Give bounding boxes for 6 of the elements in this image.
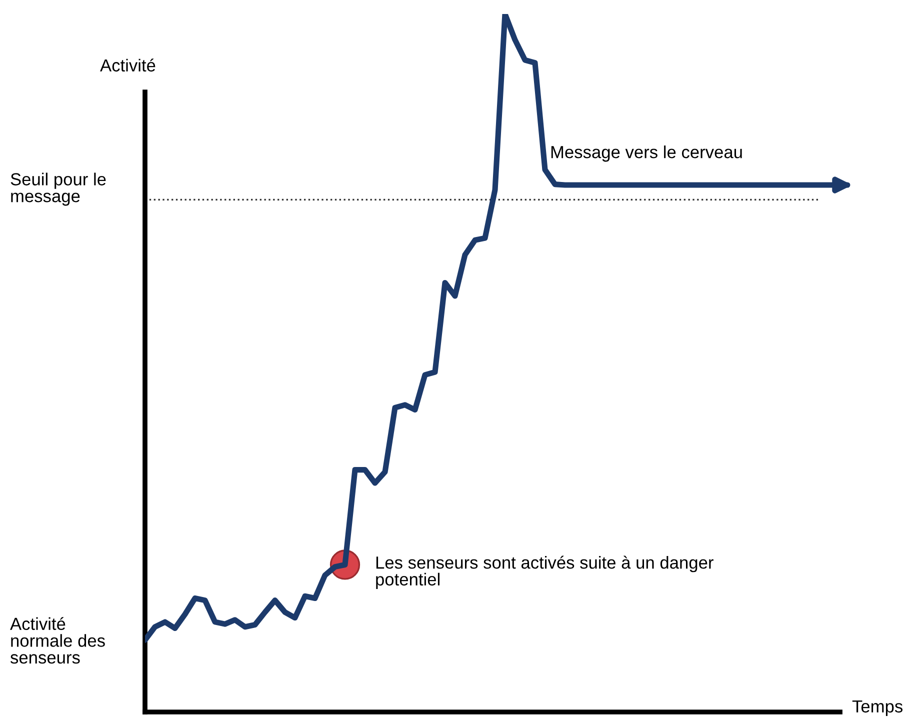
annotation: Les senseurs sont activés suite à un danger potentiel xyxy=(376,556,714,589)
y-axis-title: Activité xyxy=(100,58,156,72)
annotation: Message vers le cerveau xyxy=(551,146,742,162)
text: Activité normale des senseurs xyxy=(10,617,105,664)
x-axis-title: Temps xyxy=(852,700,902,716)
ref-line-label: Seuil pour le message xyxy=(10,172,106,206)
